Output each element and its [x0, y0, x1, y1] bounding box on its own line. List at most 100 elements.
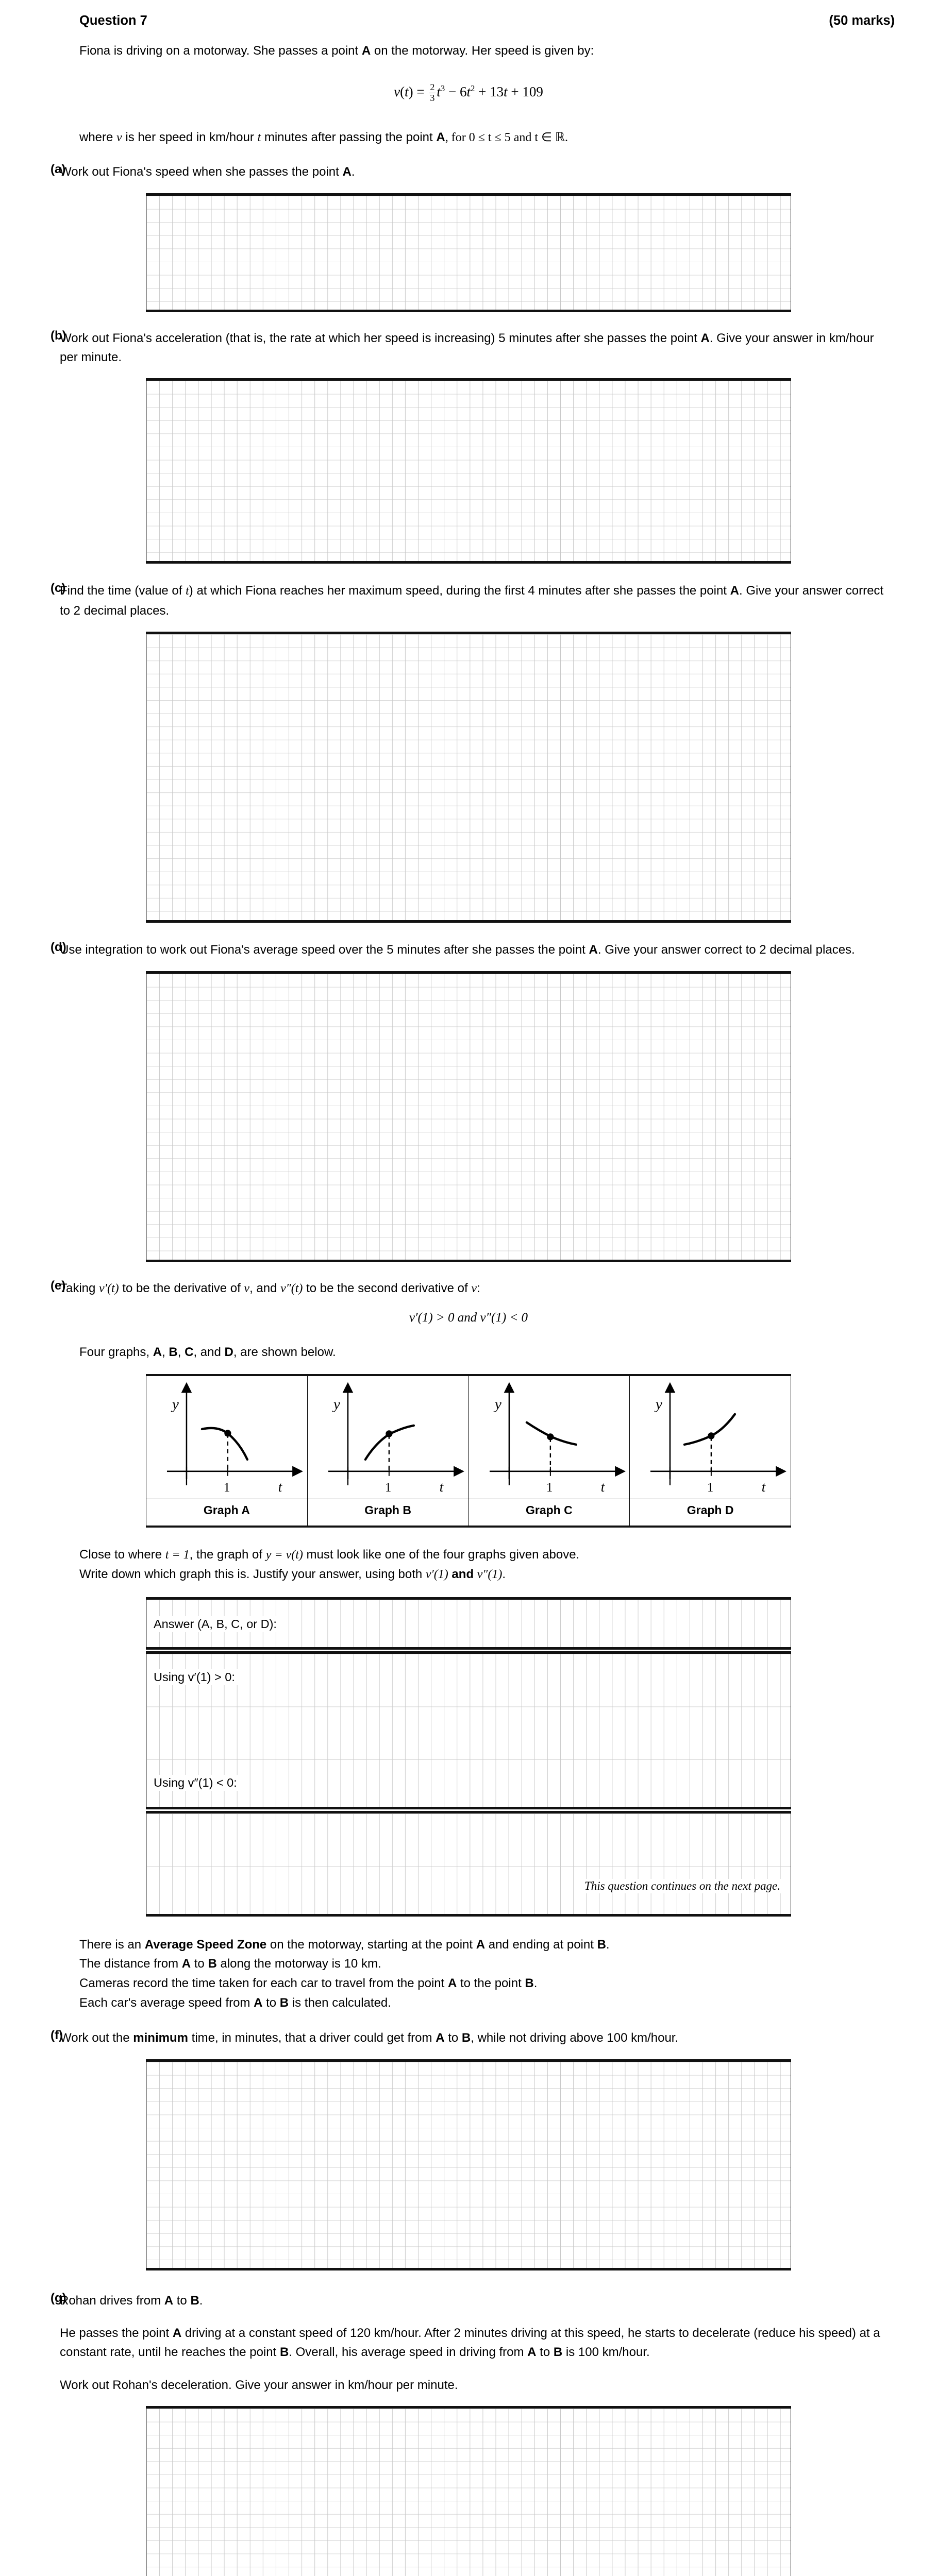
intro-text-1: Fiona is driving on a motorway. She pass… [79, 44, 362, 58]
part-d-label: (d) [51, 940, 66, 955]
graph-c-t-label: t [600, 1479, 605, 1495]
part-c: (c) Find the time (value of t) at which … [31, 581, 906, 620]
part-a-label: (a) [51, 162, 66, 177]
var-v: v [244, 1281, 250, 1295]
point-a-ref: A [342, 165, 352, 179]
graph-b-svg: y 1 t [328, 1382, 464, 1495]
graph-b-t-label: t [440, 1479, 444, 1495]
part-d-text: Use integration to work out Fiona's aver… [60, 943, 855, 957]
answer-box-c[interactable] [146, 632, 791, 923]
fraction-denominator: 3 [429, 92, 436, 103]
continues-next-page-note: This question continues on the next page… [581, 1878, 783, 1893]
part-b: (b) Work out Fiona's acceleration (that … [31, 329, 906, 367]
part-g: (g) Rohan drives from A to B. He passes … [31, 2291, 906, 2395]
where-text-2: is her speed in km/hour [122, 130, 258, 144]
point-b-ref: B [553, 2345, 563, 2360]
graph-d-t-label: t [762, 1479, 766, 1495]
point-b-ref: B [597, 1937, 606, 1952]
graph-d-y-label: y [654, 1396, 662, 1413]
part-c-text: Find the time (value of t) at which Fion… [60, 584, 884, 618]
part-g-line-2: He passes the point A driving at a const… [60, 2326, 880, 2360]
part-g-line-3: Work out Rohan's deceleration. Give your… [60, 2378, 458, 2392]
answer-choice-label: Answer (A, B, C, or D): [152, 1616, 281, 1632]
graph-d-svg: y 1 t [650, 1382, 787, 1495]
answer-box-d[interactable] [146, 971, 791, 1262]
graph-a-caption: Graph A [146, 1499, 307, 1526]
answer-box-e-choice[interactable]: Answer (A, B, C, or D): [146, 1597, 791, 1650]
fraction-numerator: 2 [430, 82, 435, 93]
var-t: t [257, 130, 261, 144]
part-e: (e) Taking v′(t) to be the derivative of… [31, 1279, 906, 1298]
where-text-1: where [79, 130, 117, 144]
graph-b-caption: Graph B [307, 1499, 468, 1526]
part-a: (a) Work out Fiona's speed when she pass… [31, 162, 906, 181]
four-graphs-panel: y 1 t Graph A y 1 [146, 1374, 791, 1528]
page-title: Question 7 [79, 13, 147, 28]
graph-d-tick-1: 1 [707, 1481, 713, 1495]
part-e-label: (e) [51, 1278, 66, 1293]
graph-a-y-label: y [171, 1396, 179, 1413]
part-a-text: Work out Fiona's speed when she passes t… [60, 165, 355, 179]
part-e-text: Taking v′(t) to be the derivative of v, … [60, 1281, 480, 1295]
graphs-row: y 1 t Graph A y 1 [146, 1376, 791, 1526]
answer-box-e-extra[interactable]: This question continues on the next page… [146, 1810, 791, 1917]
graph-cell-a: y 1 t Graph A [146, 1376, 308, 1526]
point-a-ref: A [361, 44, 371, 58]
intro-paragraph: Fiona is driving on a motorway. She pass… [31, 42, 906, 60]
graph-cell-d: y 1 t Graph D [630, 1376, 791, 1526]
graph-d-ref: D [224, 1345, 233, 1360]
t-equals-1: t = 1 [165, 1548, 190, 1562]
answer-box-e-justify[interactable]: Using v′(1) > 0: Using v″(1) < 0: [146, 1651, 791, 1809]
point-a-ref: A [181, 1957, 191, 1971]
v-prime-t: v′(t) [99, 1281, 119, 1295]
point-b-ref: B [208, 1957, 217, 1971]
part-g-label: (g) [51, 2291, 66, 2305]
graph-a-svg: y 1 t [166, 1382, 303, 1495]
using-v-prime-label: Using v′(1) > 0: [152, 1669, 239, 1685]
v-double-prime-1: v″(1) [477, 1568, 503, 1582]
question-header: Question 7 (50 marks) [31, 13, 906, 28]
graph-a-tick-1: 1 [224, 1481, 230, 1495]
part-g-line-1: Rohan drives from A to B. [60, 2293, 203, 2308]
graph-a-t-label: t [278, 1479, 283, 1495]
graph-c-tick-1: 1 [546, 1481, 552, 1495]
where-text-3: minutes after passing the point [261, 130, 437, 144]
graph-b-y-label: y [332, 1396, 340, 1413]
part-g-text: Rohan drives from A to B. He passes the … [60, 2291, 906, 2395]
point-b-ref: B [525, 1976, 534, 1991]
point-b-ref: B [279, 1996, 289, 2010]
part-e-condition: v′(1) > 0 and v″(1) < 0 [409, 1311, 528, 1325]
part-f-label: (f) [51, 2028, 63, 2043]
answer-box-a[interactable] [146, 193, 791, 312]
formula-lhs: v [394, 84, 400, 100]
point-a-ref: A [730, 584, 739, 598]
var-v: v [471, 1281, 477, 1295]
graph-c-svg: y 1 t [489, 1382, 626, 1495]
average-speed-zone-intro: There is an Average Speed Zone on the mo… [79, 1937, 610, 2010]
point-a-ref: A [589, 943, 598, 957]
graph-b-tick-1: 1 [385, 1481, 391, 1495]
part-b-text: Work out Fiona's acceleration (that is, … [60, 331, 874, 364]
graph-b-ref: B [169, 1345, 178, 1360]
answer-box-b[interactable] [146, 378, 791, 564]
v-prime-1: v′(1) [425, 1568, 448, 1582]
point-a-ref: A [436, 130, 445, 144]
graph-c-caption: Graph C [468, 1499, 630, 1526]
answer-box-f[interactable] [146, 2059, 791, 2270]
var-v: v [116, 130, 122, 144]
speed-formula: v(t) = 2 3 t3 − 6t2 + 13t + 109 [394, 82, 543, 103]
answer-box-g[interactable] [146, 2406, 791, 2576]
part-e-closing: Close to where t = 1, the graph of y = v… [79, 1548, 580, 1582]
where-text-4: , for 0 ≤ t ≤ 5 and t ∈ ℝ. [445, 130, 568, 144]
point-a-ref: A [254, 1996, 263, 2010]
part-f: (f) Work out the minimum time, in minute… [31, 2028, 906, 2047]
point-b-ref: B [190, 2293, 199, 2308]
graph-c-ref: C [185, 1345, 194, 1360]
average-speed-zone-term: Average Speed Zone [144, 1937, 267, 1952]
point-a-ref: A [700, 331, 710, 345]
graph-cell-b: y 1 t Graph B [307, 1376, 469, 1526]
where-paragraph: where v is her speed in km/hour t minute… [31, 128, 906, 147]
point-b-ref: B [461, 2031, 471, 2045]
graph-d-caption: Graph D [630, 1499, 791, 1526]
